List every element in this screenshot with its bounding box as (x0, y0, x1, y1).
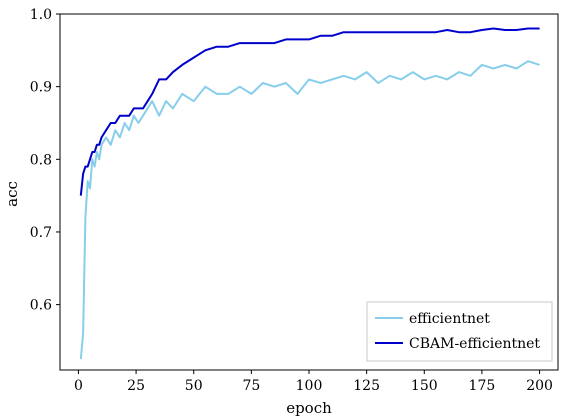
y-tick-label: 0.9 (30, 80, 52, 96)
y-tick-label: 0.6 (30, 298, 52, 314)
x-tick-label: 125 (353, 378, 380, 394)
x-tick-label: 50 (185, 378, 203, 394)
x-tick-label: 25 (127, 378, 145, 394)
x-tick-label: 150 (411, 378, 438, 394)
legend-box (366, 301, 553, 362)
legend-label-cbam-efficientnet: CBAM-efficientnet (409, 336, 540, 352)
x-tick-label: 175 (469, 378, 496, 394)
y-tick-label: 1.0 (30, 7, 52, 23)
x-tick-label: 0 (74, 378, 83, 394)
legend-label-efficientnet: efficientnet (409, 311, 490, 327)
legend: efficientnet CBAM-efficientnet (366, 301, 553, 362)
series-line-cbam-efficientnet (79, 27, 540, 196)
x-axis-title: epoch (286, 399, 332, 417)
y-axis-title: acc (3, 181, 21, 207)
y-axis: 0.6 0.7 0.8 0.9 1.0 (30, 7, 60, 314)
y-tick-label: 0.7 (30, 225, 52, 241)
y-tick-label: 0.8 (30, 152, 52, 168)
x-tick-label: 200 (526, 378, 553, 394)
x-axis: 0 25 50 75 100 125 150 175 200 (74, 370, 553, 394)
x-tick-label: 100 (296, 378, 323, 394)
x-tick-label: 75 (242, 378, 260, 394)
series-line-efficientnet (79, 60, 540, 360)
series-layer (79, 27, 540, 360)
